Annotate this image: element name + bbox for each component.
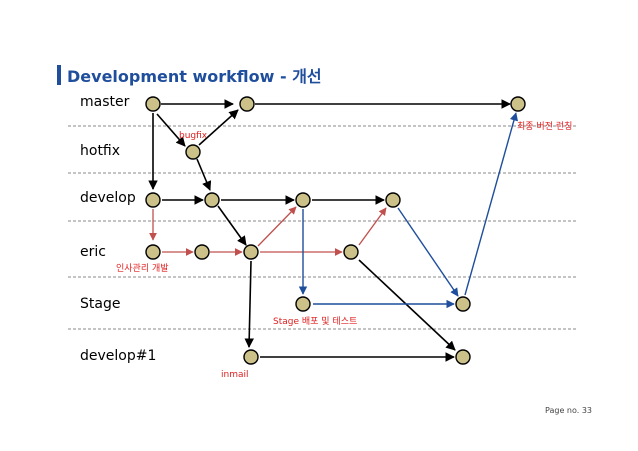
node-master-2 bbox=[239, 96, 255, 112]
arrow-eric-develop1 bbox=[244, 260, 254, 348]
annotation-eric-feature: 인사관리 개발 bbox=[116, 263, 169, 274]
arrow-eric-develop-red-1 bbox=[257, 206, 297, 247]
arrow-develop-eric bbox=[217, 205, 247, 246]
lane-label-develop1: develop#1 bbox=[80, 348, 157, 364]
annotation-bugfix: bugfix bbox=[179, 131, 208, 141]
arrow-hotfix-master bbox=[198, 109, 239, 146]
lane-label-master: master bbox=[80, 94, 130, 110]
node-develop-3 bbox=[295, 192, 311, 208]
arrow-hotfix-develop bbox=[196, 158, 212, 191]
lane-label-eric: eric bbox=[80, 244, 106, 260]
node-develop1-1 bbox=[243, 349, 259, 365]
node-hotfix-1 bbox=[185, 144, 201, 160]
arrow-eric-develop-red-2 bbox=[358, 207, 387, 246]
black-arrows bbox=[148, 99, 511, 362]
node-eric-3 bbox=[243, 244, 259, 260]
page-title: Development workflow - 개선 bbox=[67, 67, 322, 86]
page-number: Page no. 33 bbox=[545, 406, 592, 415]
node-develop-1 bbox=[145, 192, 161, 208]
lane-label-hotfix: hotfix bbox=[80, 143, 121, 159]
node-eric-2 bbox=[194, 244, 210, 260]
arrow-master-hotfix bbox=[156, 113, 186, 147]
arrow-eric-develop1 bbox=[358, 259, 456, 351]
node-develop-4 bbox=[385, 192, 401, 208]
annotation-inmail: inmail bbox=[221, 370, 249, 380]
annotations: bugfix 최종 버전 런칭 인사관리 개발 Stage 배포 및 테스트 i… bbox=[116, 121, 572, 380]
node-develop1-2 bbox=[455, 349, 471, 365]
blue-arrows bbox=[298, 112, 519, 309]
node-master-1 bbox=[145, 96, 161, 112]
node-develop-2 bbox=[204, 192, 220, 208]
lane-label-develop: develop bbox=[80, 190, 136, 206]
node-stage-1 bbox=[295, 296, 311, 312]
lane-label-stage: Stage bbox=[80, 296, 121, 312]
arrow-develop-stage-2 bbox=[397, 207, 459, 297]
lane-separators bbox=[68, 125, 578, 330]
node-master-3 bbox=[510, 96, 526, 112]
annotation-stage-test: Stage 배포 및 테스트 bbox=[273, 315, 357, 327]
annotation-release: 최종 버전 런칭 bbox=[517, 121, 572, 132]
arrow-stage-master bbox=[464, 112, 519, 296]
title-accent-bar bbox=[57, 65, 61, 85]
red-arrows bbox=[149, 206, 387, 256]
node-stage-2 bbox=[455, 296, 471, 312]
node-eric-1 bbox=[145, 244, 161, 260]
node-eric-4 bbox=[343, 244, 359, 260]
commit-nodes bbox=[145, 96, 526, 365]
